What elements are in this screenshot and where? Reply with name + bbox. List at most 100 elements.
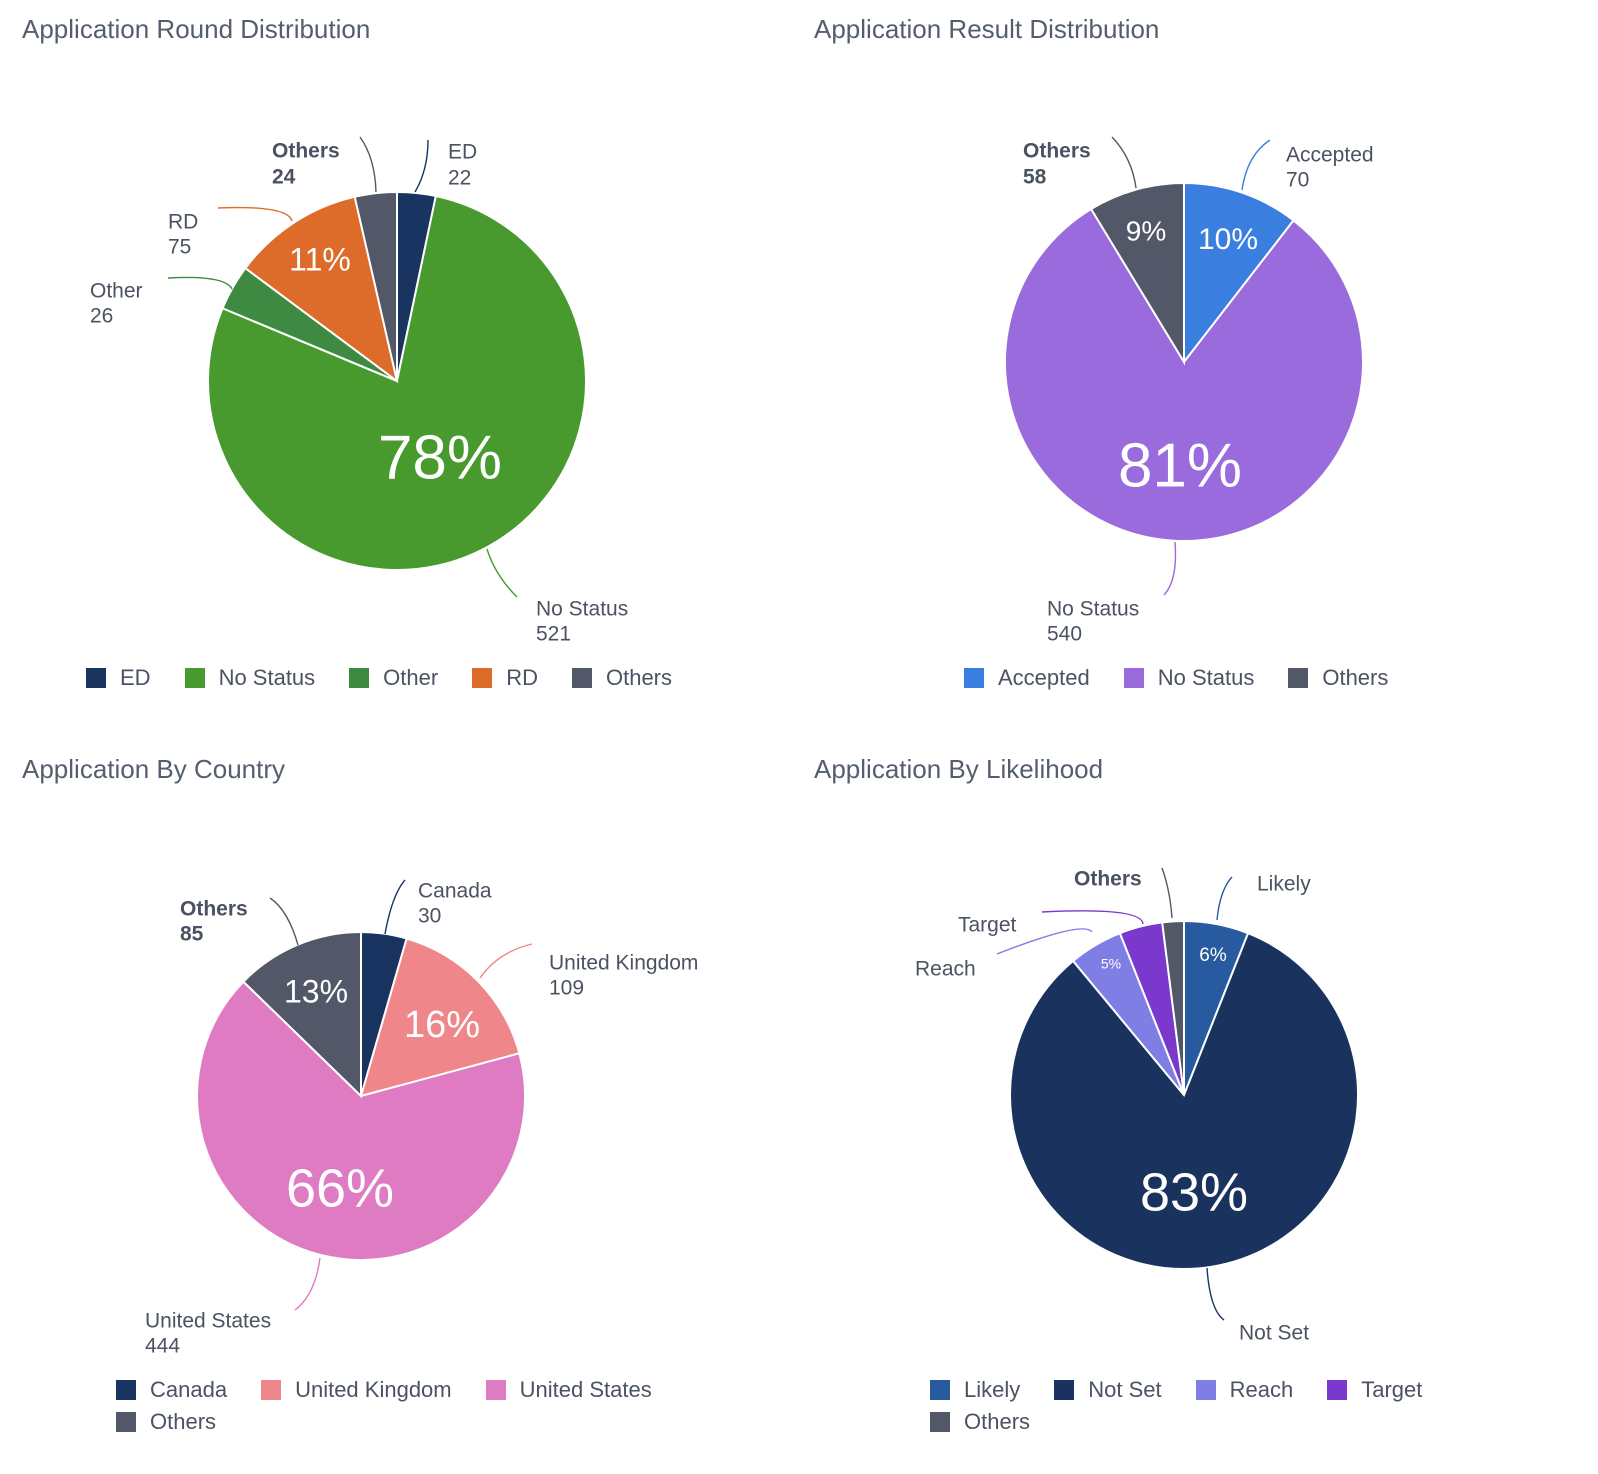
pie-slice-united-kingdom[interactable] <box>359 937 521 1098</box>
callout-value: 26 <box>90 305 113 328</box>
slice-percent-label: 16% <box>404 1004 480 1046</box>
callout-value: 30 <box>418 905 441 928</box>
callout-name: United States <box>145 1310 271 1333</box>
pie-slice-not-set[interactable] <box>1008 931 1359 1271</box>
legend-item-target[interactable]: Target <box>1327 1377 1422 1403</box>
slice-percent-label: 5% <box>1101 956 1121 972</box>
callout-value: 85 <box>180 923 204 946</box>
callout-line <box>996 928 1093 955</box>
slice-percent-label: 6% <box>1199 945 1227 966</box>
legend-label: Others <box>1322 665 1389 690</box>
slice-percent-label: 10% <box>1198 223 1258 256</box>
callout-value: 521 <box>536 623 571 646</box>
pie-slice-accepted[interactable] <box>1183 181 1295 365</box>
pie-slice-united-states[interactable] <box>196 980 526 1261</box>
legend-label: United States <box>519 1377 652 1402</box>
callout-line <box>217 206 293 222</box>
legend-label: Canada <box>150 1377 228 1402</box>
pie-slice-others[interactable] <box>1161 919 1185 1096</box>
callout-line <box>1163 541 1177 596</box>
legend-item-likely[interactable]: Likely <box>930 1377 1020 1403</box>
legend-label: Likely <box>964 1377 1021 1402</box>
legend-item-rd[interactable]: RD <box>472 665 538 691</box>
callout-line <box>1111 136 1137 189</box>
legend-item-others[interactable]: Others <box>116 1409 216 1435</box>
callout-line <box>1206 1267 1225 1321</box>
legend-swatch <box>930 1380 950 1400</box>
callout-line <box>1041 910 1144 925</box>
legend-swatch <box>1195 1380 1216 1400</box>
legend-swatch <box>472 668 493 688</box>
pie-slice-others[interactable] <box>1089 181 1185 366</box>
chart-panel-result: Application Result Distribution 10% 81% 9%… <box>792 0 1582 730</box>
callout-name: Not Set <box>1239 1322 1309 1345</box>
legend-swatch <box>1288 668 1309 688</box>
legend-item-united-states[interactable]: United States <box>485 1377 652 1403</box>
chart-legend: Likely Not Set Reach Target Others <box>930 1377 1490 1435</box>
legend-label: United Kingdom <box>295 1377 452 1402</box>
callout-line <box>1216 876 1233 921</box>
legend-item-no-status[interactable]: No Status <box>184 665 316 691</box>
legend-item-united-kingdom[interactable]: United Kingdom <box>261 1377 452 1403</box>
legend-swatch <box>116 1412 136 1432</box>
legend-label: Others <box>605 665 673 690</box>
slice-percent-label: 9% <box>1126 215 1166 246</box>
pie-slice-others[interactable] <box>353 190 398 382</box>
legend-item-others[interactable]: Others <box>1288 665 1388 691</box>
chart-panel-likelihood: Application By Likelihood 6% 83% 5% Likely N… <box>792 740 1582 1460</box>
legend-swatch <box>964 668 984 688</box>
legend-label: No Status <box>218 665 316 690</box>
callout-name: Others <box>272 140 340 163</box>
legend-item-canada[interactable]: Canada <box>116 1377 227 1403</box>
pie-slice-others[interactable] <box>241 930 362 1099</box>
callout-line <box>294 1257 321 1311</box>
legend-label: No Status <box>1157 665 1255 690</box>
legend-label: Accepted <box>998 665 1090 690</box>
legend-item-other[interactable]: Other <box>349 665 438 691</box>
callout-line <box>479 943 533 979</box>
callout-name: Accepted <box>1286 144 1374 167</box>
chart-legend: ED No Status Other RD Others <box>86 665 766 691</box>
chart-legend: Accepted No Status Others <box>964 665 1564 691</box>
callout-name: United Kingdom <box>549 952 698 975</box>
pie-slice-no-status[interactable] <box>1004 207 1364 542</box>
callout-line <box>1241 139 1271 191</box>
callout-name: No Status <box>536 598 628 621</box>
legend-item-reach[interactable]: Reach <box>1195 1377 1293 1403</box>
callout-line <box>167 276 233 290</box>
callout-name: Others <box>180 898 248 921</box>
legend-item-others[interactable]: Others <box>571 665 673 691</box>
legend-swatch <box>261 1380 282 1400</box>
legend-item-no-status[interactable]: No Status <box>1123 665 1255 691</box>
legend-item-others[interactable]: Others <box>930 1409 1030 1435</box>
callout-name: Reach <box>915 958 976 981</box>
legend-label: Not Set <box>1088 1377 1162 1402</box>
chart-panel-country: Application By Country 16% 66% 13% Canada 30… <box>0 740 790 1460</box>
legend-item-not-set[interactable]: Not Set <box>1054 1377 1162 1403</box>
legend-item-ed[interactable]: ED <box>86 665 151 691</box>
callout-name: No Status <box>1047 598 1139 621</box>
callout-line <box>486 548 518 598</box>
slice-percent-label: 66% <box>286 1158 394 1218</box>
callout-line <box>1161 867 1173 919</box>
pie-slice-no-status[interactable] <box>207 194 587 571</box>
legend-label: RD <box>506 665 538 690</box>
chart-title: Application By Likelihood <box>814 754 1104 784</box>
callout-line <box>359 136 377 193</box>
callout-value: 22 <box>448 167 471 190</box>
legend-swatch <box>571 668 592 688</box>
callout-value: 75 <box>168 236 191 259</box>
chart-title: Application By Country <box>22 754 286 784</box>
callout-value: 540 <box>1047 623 1082 646</box>
callout-name: ED <box>448 141 477 164</box>
chart-panel-round: Application Round Distribution 78% 11% ED 2… <box>0 0 790 730</box>
callout-value: 109 <box>549 977 584 1000</box>
legend-swatch <box>116 1380 136 1400</box>
pie-slice-rd[interactable] <box>243 195 399 384</box>
callout-value: 70 <box>1286 169 1309 192</box>
legend-item-accepted[interactable]: Accepted <box>964 665 1090 691</box>
legend-swatch <box>184 668 205 688</box>
legend-swatch <box>1327 1380 1348 1400</box>
